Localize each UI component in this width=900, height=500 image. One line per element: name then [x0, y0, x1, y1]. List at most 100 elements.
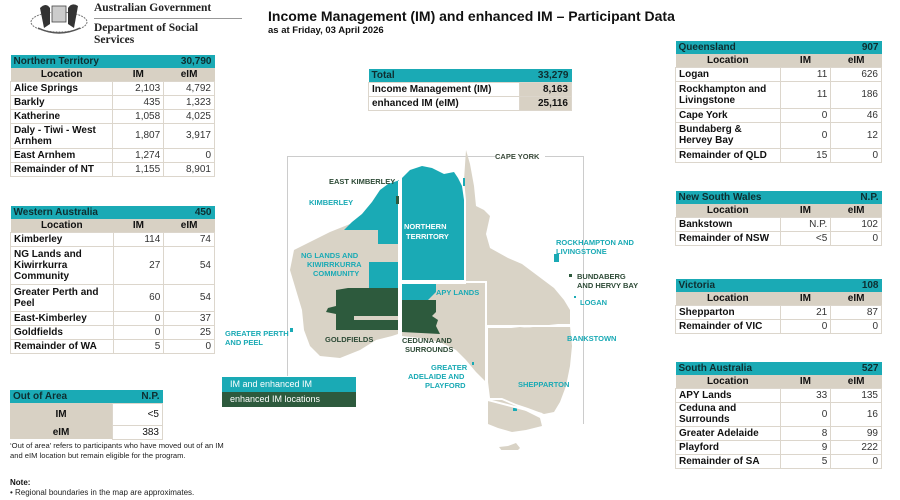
- location-cell: Bankstown: [675, 216, 781, 232]
- table-row: Bankstown N.P. 102: [675, 216, 882, 232]
- table-row: Greater Adelaide 8 99: [675, 425, 882, 441]
- east-kimberley-region: [396, 196, 399, 204]
- eim-cell: 0: [830, 318, 882, 334]
- legend-eim-locations: enhanced IM locations: [222, 392, 356, 407]
- col-location: Location: [675, 204, 781, 217]
- eim-cell: 102: [830, 216, 882, 232]
- map-label-nt-1: NORTHERN: [404, 222, 447, 231]
- table-row: East-Kimberley 0 37: [10, 310, 215, 326]
- location-cell: Kimberley: [10, 231, 114, 247]
- table-row: IM <5: [10, 402, 163, 426]
- map-label-perth-1: GREATER PERTH: [225, 329, 289, 338]
- im-cell: 0: [779, 107, 832, 123]
- map-label-rockhampton-2: LIVINGSTONE: [556, 247, 607, 256]
- location-cell: Shepparton: [675, 304, 781, 320]
- map-label-ng-lands-3: COMMUNITY: [313, 269, 360, 278]
- table-row: Kimberley 114 74: [10, 231, 215, 247]
- map-label-bankstown: BANKSTOWN: [567, 334, 617, 343]
- table-row: Ceduna and Surrounds 0 16: [675, 401, 882, 427]
- note-heading: Note:: [10, 478, 31, 487]
- state-name: Queensland: [675, 41, 831, 54]
- map-frame-left: [287, 156, 288, 376]
- total-table: Total 33,279 Income Management (IM) 8,163…: [367, 69, 572, 111]
- eim-cell: 626: [830, 66, 882, 82]
- map-label-ng-lands-2: KIWIRRKURRA: [307, 260, 362, 269]
- im-cell: 60: [112, 283, 165, 312]
- eim-cell: 12: [830, 121, 882, 149]
- map-label-ng-lands-1: NG LANDS AND: [301, 251, 359, 260]
- eim-cell: 0: [830, 147, 882, 163]
- column-header-row: Location IM eIM: [675, 375, 882, 388]
- table-row: Income Management (IM) 8,163: [367, 81, 572, 97]
- col-eim: eIM: [830, 375, 882, 388]
- map-label-logan: LOGAN: [580, 298, 608, 307]
- nsw-land: [488, 326, 572, 414]
- table-row: Remainder of QLD 15 0: [675, 147, 882, 163]
- nt-table: Northern Territory 30,790 Location IM eI…: [9, 55, 215, 177]
- col-im: IM: [780, 54, 831, 67]
- im-cell: 1,058: [112, 108, 165, 124]
- government-name: Australian Government: [94, 2, 212, 14]
- eim-cell: 16: [830, 401, 882, 427]
- value-cell: 25,116: [519, 95, 572, 111]
- location-cell: Bundaberg & Hervey Bay: [675, 121, 781, 149]
- col-eim: eIM: [163, 219, 215, 232]
- table-row: Goldfields 0 25: [10, 324, 215, 340]
- table-row: eIM 383: [10, 424, 163, 440]
- table-header-row: Out of Area N.P.: [10, 390, 163, 403]
- im-cell: 5: [779, 453, 832, 469]
- total-value: 33,279: [519, 69, 572, 82]
- im-cell: 27: [112, 245, 165, 285]
- page-subtitle: as at Friday, 03 April 2026: [268, 25, 384, 36]
- map-frame-top-right: [545, 156, 583, 157]
- state-name: Victoria: [675, 279, 831, 292]
- department-name: Department of Social Services: [94, 22, 199, 46]
- eim-cell: 186: [830, 80, 882, 109]
- col-im: IM: [112, 68, 164, 81]
- im-cell: 21: [779, 304, 832, 320]
- value-cell: 383: [112, 424, 163, 440]
- map-label-apy-lands: APY LANDS: [436, 288, 480, 297]
- location-cell: Remainder of VIC: [675, 318, 781, 334]
- state-total: 108: [830, 279, 882, 292]
- value-cell: <5: [112, 402, 163, 426]
- state-total: 527: [830, 362, 882, 375]
- col-eim: eIM: [830, 54, 882, 67]
- location-cell: Rockhampton and Livingstone: [675, 80, 781, 109]
- col-location: Location: [10, 219, 114, 232]
- location-cell: Daly - Tiwi - West Arnhem: [9, 122, 114, 149]
- state-total: N.P.: [830, 191, 882, 204]
- location-cell: East-Kimberley: [10, 310, 114, 326]
- col-im: IM: [780, 204, 831, 217]
- note-bullet: • Regional boundaries in the map are app…: [10, 488, 195, 497]
- location-cell: Barkly: [9, 94, 114, 110]
- location-cell: Remainder of SA: [675, 453, 781, 469]
- map-label-shepparton: SHEPPARTON: [518, 380, 570, 389]
- out-of-area-note: ‘Out of area’ refers to participants who…: [10, 441, 224, 460]
- table-row: Bundaberg & Hervey Bay 0 12: [675, 121, 882, 149]
- im-cell: N.P.: [779, 216, 832, 232]
- im-cell: 5: [112, 338, 165, 354]
- eim-cell: 4,792: [163, 80, 215, 96]
- state-total: 907: [830, 41, 882, 54]
- location-cell: NG Lands and Kiwirrkurra Community: [10, 245, 114, 285]
- eim-cell: 74: [163, 231, 215, 247]
- value-cell: 8,163: [519, 81, 572, 97]
- state-name: Northern Territory: [10, 55, 164, 68]
- total-label: Total: [368, 69, 520, 82]
- government-logo: Australian Government Department of Soci…: [14, 0, 242, 46]
- section-total: N.P.: [112, 390, 163, 403]
- im-cell: 0: [779, 318, 832, 334]
- location-cell: Remainder of NT: [9, 161, 114, 177]
- col-eim: eIM: [830, 292, 882, 305]
- table-header-row: Western Australia 450: [10, 206, 215, 219]
- table-row: Greater Perth and Peel 60 54: [10, 283, 215, 312]
- eim-cell: 135: [830, 387, 882, 403]
- table-row: Remainder of VIC 0 0: [675, 318, 882, 334]
- location-cell: Ceduna and Surrounds: [675, 401, 781, 427]
- im-cell: 435: [112, 94, 165, 110]
- table-header-row: South Australia 527: [675, 362, 882, 375]
- im-cell: 0: [779, 401, 832, 427]
- state-total: 450: [163, 206, 215, 219]
- table-header-row: Queensland 907: [675, 41, 882, 54]
